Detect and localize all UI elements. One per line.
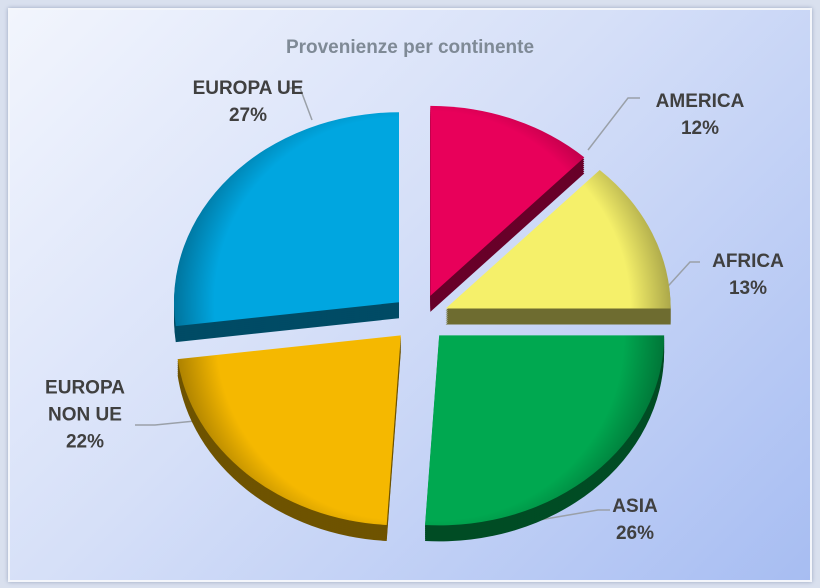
value-label: 26%	[615, 523, 655, 544]
slice	[425, 335, 665, 526]
leader-line	[288, 87, 313, 121]
category-label: EUROPA NON UE	[45, 377, 125, 426]
category-label: AFRICA	[712, 251, 784, 272]
chart-title: Provenienze per continente	[285, 37, 535, 58]
chart-area	[8, 8, 812, 582]
data-label: AFRICA 13%	[668, 248, 820, 302]
leader-line	[659, 261, 700, 296]
category-label: EUROPA UE	[192, 78, 304, 99]
value-label: 22%	[65, 431, 105, 453]
slice	[177, 335, 401, 525]
data-label: EUROPA NON UE 22%	[35, 375, 135, 456]
leader-line	[135, 419, 206, 426]
slice	[445, 170, 671, 309]
category-label: AMERICA	[655, 91, 745, 112]
data-label: ASIA 26%	[555, 493, 715, 547]
value-label: 12%	[680, 118, 720, 139]
slice	[430, 105, 585, 296]
data-label: EUROPA UE 27%	[168, 75, 328, 129]
pie	[173, 105, 671, 542]
value-label: 13%	[728, 278, 768, 299]
value-label: 27%	[228, 105, 268, 126]
data-label: AMERICA 12%	[620, 88, 780, 142]
slice	[173, 112, 399, 327]
category-label: ASIA	[612, 496, 658, 517]
leader-line	[587, 97, 640, 151]
